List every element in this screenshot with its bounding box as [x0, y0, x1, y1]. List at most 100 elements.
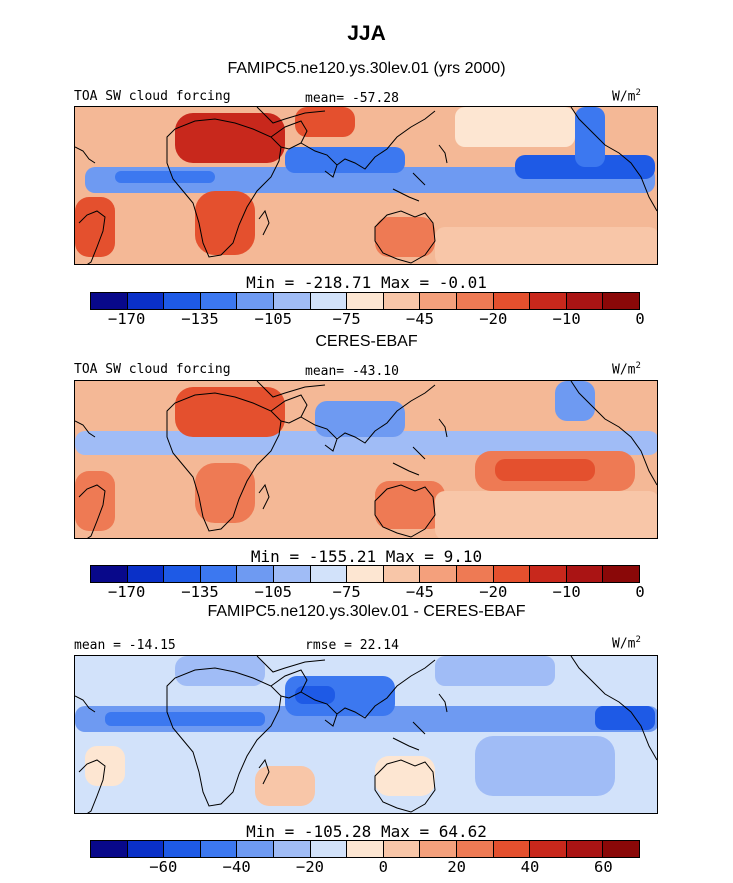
colorbar-swatch — [420, 293, 457, 309]
coastline — [78, 210, 106, 264]
coastline — [270, 120, 308, 150]
field-region — [495, 459, 595, 481]
field-region — [75, 471, 115, 531]
colorbar-swatch — [237, 293, 274, 309]
colorbar-swatch — [164, 566, 201, 582]
coastline — [75, 695, 96, 713]
colorbar-tick-label: −135 — [181, 583, 219, 601]
coastline — [570, 656, 657, 761]
coastline — [374, 210, 436, 264]
field-region — [195, 463, 255, 523]
coastline — [438, 418, 448, 438]
coastline — [75, 420, 96, 438]
colorbar-swatch — [383, 293, 421, 309]
panel2-map — [74, 380, 658, 539]
field-region — [375, 756, 435, 796]
field-region — [85, 167, 655, 193]
colorbar-tick-label: −45 — [406, 583, 434, 601]
colorbar-tick-label: −75 — [332, 310, 361, 328]
field-region — [455, 107, 575, 147]
panel1-minmax: Min = -218.71 Max = -0.01 — [246, 273, 487, 292]
colorbar-tick-label: −170 — [107, 583, 146, 601]
colorbar-tick-label: 0 — [635, 583, 645, 601]
colorbar-tick-label: 40 — [520, 858, 540, 876]
field-region — [315, 401, 405, 437]
colorbar-tick-label: −105 — [254, 310, 292, 328]
coastline — [336, 659, 436, 719]
field-region — [175, 113, 285, 163]
coastline — [256, 381, 326, 398]
colorbar-swatch — [456, 566, 494, 582]
field-region — [575, 107, 605, 167]
panel2-left-label: TOA SW cloud forcing — [74, 362, 231, 377]
colorbar-tick-label: 0 — [635, 310, 645, 328]
coastline — [570, 107, 657, 212]
field-region — [435, 491, 657, 538]
field-region — [285, 147, 405, 173]
coastline — [166, 667, 282, 807]
field-region — [115, 171, 215, 183]
field-region — [375, 481, 445, 529]
colorbar-swatch — [310, 293, 348, 309]
colorbar-swatch — [273, 841, 311, 857]
colorbar-swatch — [164, 841, 201, 857]
field-region — [75, 431, 657, 455]
colorbar-swatch — [493, 566, 531, 582]
field-region — [175, 656, 265, 686]
colorbar-tick-label: −170 — [107, 310, 146, 328]
panel2-mean-label: mean= -43.10 — [305, 364, 399, 379]
coastline — [336, 110, 436, 170]
panel1-left-label: TOA SW cloud forcing — [74, 89, 231, 104]
panel3-colorbar — [90, 840, 640, 858]
field-region — [435, 656, 555, 686]
colorbar-tick-label: −60 — [149, 858, 178, 876]
coastline — [258, 209, 270, 236]
colorbar-swatch — [493, 841, 531, 857]
coastline — [166, 392, 282, 532]
colorbar-swatch — [456, 841, 494, 857]
coastline — [166, 118, 282, 258]
colorbar-swatch — [456, 293, 494, 309]
colorbar-tick-label: 0 — [378, 858, 388, 876]
colorbar-swatch — [310, 841, 348, 857]
colorbar-swatch — [273, 293, 311, 309]
colorbar-tick-label: −20 — [296, 858, 324, 876]
coastline — [412, 172, 426, 186]
coastline — [75, 146, 96, 164]
coastline — [412, 446, 426, 460]
colorbar-swatch — [91, 293, 128, 309]
colorbar-swatch — [347, 293, 384, 309]
colorbar-swatch — [127, 841, 165, 857]
coastline — [392, 462, 420, 476]
colorbar-tick-label: −10 — [552, 583, 581, 601]
panel1-colorbar — [90, 292, 640, 310]
coastline — [374, 484, 436, 538]
figure-title: JJA — [347, 22, 386, 45]
colorbar-swatch — [273, 566, 311, 582]
colorbar-swatch — [200, 293, 238, 309]
field-region — [595, 706, 655, 730]
panel3-rmse-label: rmse = 22.14 — [305, 638, 399, 653]
colorbar-swatch — [566, 841, 604, 857]
field-region — [255, 766, 315, 806]
colorbar-swatch — [127, 293, 165, 309]
panel3-minmax: Min = -105.28 Max = 64.62 — [246, 822, 487, 841]
coastline — [392, 188, 420, 202]
field-region — [105, 712, 265, 726]
coastline — [256, 656, 326, 673]
colorbar-swatch — [566, 293, 604, 309]
colorbar-tick-label: 20 — [447, 858, 466, 876]
field-region — [195, 191, 255, 255]
colorbar-swatch — [530, 293, 567, 309]
colorbar-swatch — [91, 566, 128, 582]
coastline — [438, 693, 448, 713]
coastline — [256, 107, 326, 124]
coastline — [78, 484, 106, 538]
colorbar-swatch — [566, 566, 604, 582]
coastline — [78, 759, 106, 813]
colorbar-swatch — [200, 566, 238, 582]
colorbar-swatch — [530, 566, 567, 582]
panel2-minmax: Min = -155.21 Max = 9.10 — [250, 547, 483, 566]
panel3-units: W/m2 — [612, 635, 641, 652]
panel3-subtitle: FAMIPC5.ne120.ys.30lev.01 - CERES-EBAF — [207, 603, 526, 620]
